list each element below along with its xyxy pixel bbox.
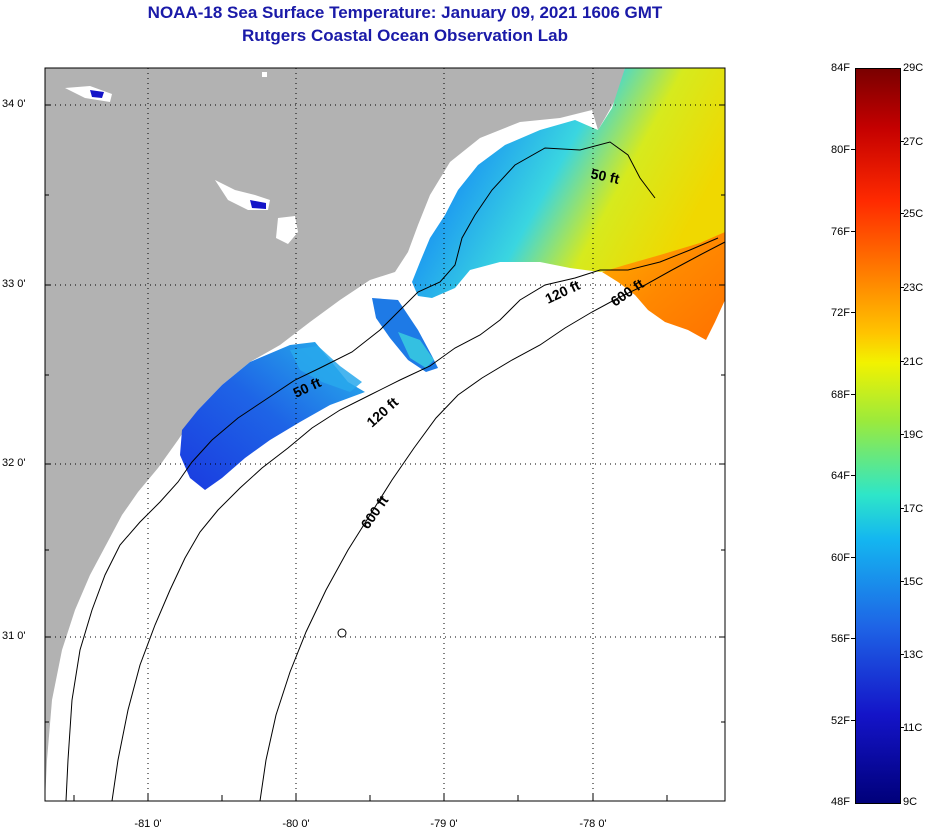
lon-label-79: -79 0' [430, 818, 458, 830]
temperature-colorbar [855, 68, 901, 804]
cb-label-13c: 13C [903, 649, 924, 661]
inland-water [65, 86, 112, 102]
cb-label-76f: 76F [831, 226, 850, 238]
contour-600ft [259, 241, 725, 801]
land-area [45, 68, 600, 801]
cb-tick [851, 720, 855, 721]
cb-label-52f: 52F [831, 715, 850, 727]
lat-label-34: 34 0' [2, 98, 26, 110]
cb-tick [900, 508, 904, 509]
cb-label-68f: 68F [831, 389, 850, 401]
lake-marion-water [250, 200, 266, 209]
cb-label-56f: 56F [831, 633, 850, 645]
frame-ticks [45, 104, 725, 801]
seamount-contour [337, 628, 347, 638]
cb-label-17c: 17C [903, 503, 924, 515]
cb-tick [851, 312, 855, 313]
cb-tick [900, 727, 904, 728]
cb-label-84f: 84F [831, 62, 850, 74]
cb-label-15c: 15C [903, 576, 924, 588]
cb-label-60f: 60F [831, 552, 850, 564]
cb-tick [900, 287, 904, 288]
map-title: NOAA-18 Sea Surface Temperature: January… [147, 3, 663, 22]
cb-label-80f: 80F [831, 144, 850, 156]
cb-tick [851, 475, 855, 476]
sst-south-patch-tail [290, 346, 362, 392]
cb-tick [900, 581, 904, 582]
sst-gulf-stream-patch [602, 232, 725, 340]
cb-tick [851, 231, 855, 232]
cape-fear-land [592, 68, 625, 130]
cb-tick [900, 654, 904, 655]
cb-tick [900, 434, 904, 435]
cb-tick [900, 361, 904, 362]
map-frame [44, 67, 726, 802]
cb-tick [851, 638, 855, 639]
cloud-mask [262, 72, 267, 77]
lake-moultrie [276, 216, 298, 244]
contour-120ft [111, 237, 719, 801]
cb-label-25c: 25C [903, 208, 924, 220]
cb-label-72f: 72F [831, 307, 850, 319]
lat-label-32: 32 0' [2, 457, 26, 469]
cb-label-29c: 29C [903, 62, 924, 74]
graticule [45, 68, 725, 801]
contour-50ft [65, 141, 656, 801]
cb-tick [851, 557, 855, 558]
cb-label-48f: 48F [831, 796, 850, 808]
cb-tick [851, 394, 855, 395]
cb-label-19c: 19C [903, 429, 924, 441]
lat-label-33: 33 0' [2, 278, 26, 290]
cb-tick [900, 141, 904, 142]
inland-water-blue [90, 90, 104, 98]
map-subtitle: Rutgers Coastal Ocean Observation Lab [242, 26, 568, 45]
lon-label-78: -78 0' [579, 818, 607, 830]
cb-label-11c: 11C [903, 722, 923, 734]
lon-label-81: -81 0' [134, 818, 162, 830]
cb-tick [900, 213, 904, 214]
cb-label-21c: 21C [903, 356, 924, 368]
sst-north-patch [412, 68, 725, 298]
cb-label-9c: 9C [903, 796, 918, 808]
cb-label-23c: 23C [903, 282, 924, 294]
cb-label-27c: 27C [903, 136, 924, 148]
contour-label-50ft-north: 50 ft [589, 165, 621, 187]
cb-label-64f: 64F [831, 470, 850, 482]
sst-mid-patch-cyan [398, 332, 434, 368]
cb-tick [851, 149, 855, 150]
lon-label-80: -80 0' [282, 818, 310, 830]
lat-label-31: 31 0' [2, 630, 26, 642]
